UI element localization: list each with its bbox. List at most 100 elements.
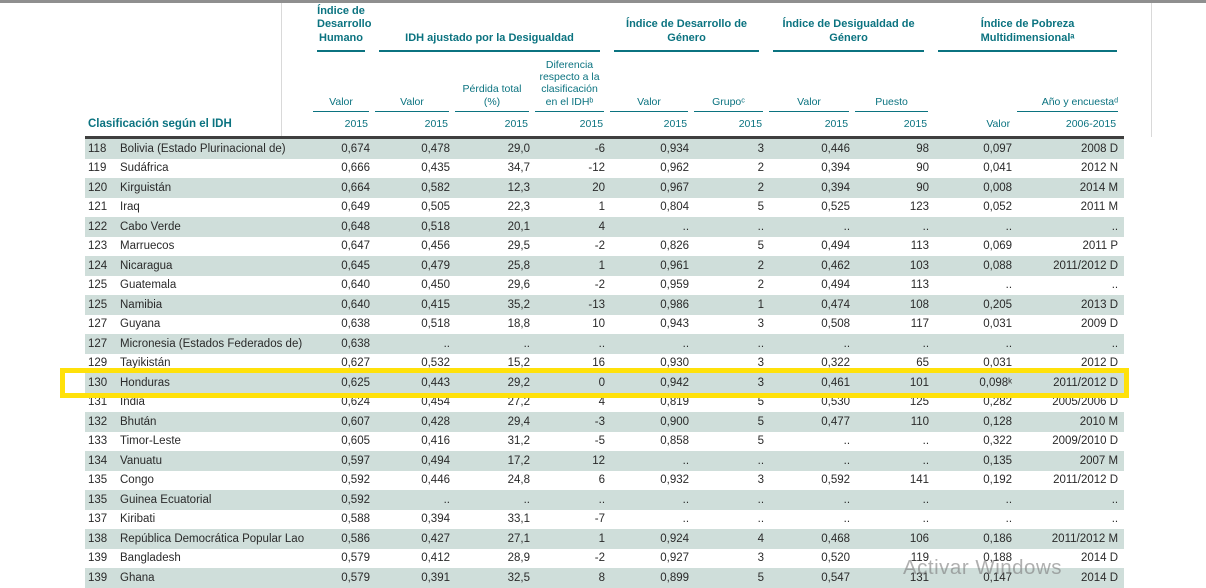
value-cell: .. — [1111, 513, 1119, 526]
value-cell: -12 — [588, 162, 606, 175]
value-cell: 0,412 — [421, 552, 450, 565]
value-cell: .. — [843, 513, 851, 526]
value-cell: 113 — [910, 240, 930, 253]
value-cell: .. — [766, 217, 853, 237]
value-cell: 4 — [691, 529, 767, 549]
value-cell: .. — [682, 513, 690, 526]
table-row: 133 Timor-Leste 0,605 0,416 31,2 -5 0,858 5....… — [85, 432, 1124, 452]
table-body: 118 Bolivia (Estado Plurinacional de) 0,67… — [85, 137, 1125, 588]
value-cell: 0,962 — [660, 162, 690, 175]
country-cell: Vanuatu — [111, 451, 310, 471]
year-row: Clasificación según el IDH 2015 2015 201… — [85, 112, 1124, 138]
value-cell: 18,8 — [507, 318, 530, 331]
value-cell: 98 — [852, 137, 932, 159]
value-cell: 2010 M — [1014, 412, 1125, 432]
value-cell: 2012 N — [1080, 162, 1119, 175]
hdi-table: Índice de Desarrollo Humano IDH ajustado… — [85, 0, 1125, 588]
value-cell: 0,986 — [607, 295, 692, 315]
value-cell: 2 — [757, 279, 765, 292]
value-cell: 5 — [691, 412, 767, 432]
value-cell: 0,943 — [660, 318, 690, 331]
value-cell: 29,5 — [507, 240, 530, 253]
value-cell: 2012 D — [1080, 357, 1119, 370]
value-cell: -7 — [594, 513, 606, 526]
rank-cell: 124 — [85, 256, 111, 276]
value-cell: 0,461 — [766, 373, 853, 393]
rank-cell: 127 — [88, 318, 108, 331]
column-label: Puesto — [855, 96, 929, 112]
year-label: 2015 — [579, 118, 604, 130]
value-cell: 3 — [691, 373, 767, 393]
value-cell: .. — [1014, 217, 1125, 237]
group-ipm: Índice de Pobreza Multidimensionalᵃ — [931, 0, 1124, 52]
table-row: 129 Tayikistán 0,627 0,532 15,2 16 0,930 3 0,322… — [85, 354, 1124, 374]
year-label: 2015 — [903, 118, 928, 130]
value-cell: 0,532 — [421, 357, 450, 370]
rank-cell: 137 — [88, 513, 108, 526]
value-cell: 3 — [757, 552, 765, 565]
value-cell: 2014 D — [1014, 568, 1125, 588]
value-cell: 0,664 — [310, 178, 372, 198]
country-cell: Bhután — [111, 412, 310, 432]
value-cell: 0,520 — [821, 552, 851, 565]
table-row: 131 India 0,624 0,454 27,2 4 0,819 5 0,530 125 0,2… — [85, 393, 1124, 413]
value-cell: 0,605 — [341, 435, 370, 448]
value-cell: 2 — [757, 162, 765, 175]
value-cell: 0,592 — [341, 474, 370, 487]
country-cell: Cabo Verde — [111, 217, 310, 237]
value-cell: 0,649 — [341, 201, 370, 214]
value-cell: 0,041 — [983, 162, 1013, 175]
rank-cell: 131 — [88, 396, 108, 409]
country-cell: Guinea Ecuatorial — [111, 490, 310, 510]
rank-cell: 122 — [85, 217, 111, 237]
column-group-row: Índice de Desarrollo Humano IDH ajustado… — [85, 0, 1124, 52]
value-cell: 0,322 — [821, 357, 851, 370]
value-cell: .. — [766, 334, 853, 354]
value-cell: 1 — [532, 529, 608, 549]
value-cell: .. — [607, 334, 692, 354]
value-cell: 2007 M — [1014, 451, 1125, 471]
value-cell: 0,450 — [421, 279, 450, 292]
value-cell: 90 — [852, 178, 932, 198]
value-cell: 0,088 — [931, 256, 1015, 276]
table-row: 139 Ghana 0,579 0,391 32,5 8 0,899 5 0,547 131 0,1… — [85, 568, 1125, 588]
table-row: 122 Cabo Verde 0,648 0,518 20,1 4............ — [85, 217, 1125, 237]
table-header: Índice de Desarrollo Humano IDH ajustado… — [85, 0, 1125, 138]
value-cell: 0,128 — [931, 412, 1015, 432]
value-cell: 12,3 — [452, 178, 532, 198]
value-cell: 4 — [598, 396, 606, 409]
country-cell: Guyana — [120, 318, 161, 331]
value-cell: 0,205 — [931, 295, 1015, 315]
value-cell: 0,415 — [372, 295, 452, 315]
country-cell: Kirguistán — [111, 178, 310, 198]
value-cell: 0,638 — [310, 334, 372, 354]
value-cell: 0,858 — [660, 435, 690, 448]
value-cell: 24,8 — [507, 474, 530, 487]
value-cell: 2009 D — [1080, 318, 1119, 331]
value-cell: 1 — [532, 256, 608, 276]
value-cell: -3 — [532, 412, 608, 432]
value-cell: 0,932 — [660, 474, 690, 487]
value-cell: 0,579 — [310, 568, 372, 588]
value-cell: 0,186 — [931, 529, 1015, 549]
value-cell: 6 — [598, 474, 606, 487]
value-cell: 0,478 — [372, 137, 452, 159]
rank-cell: 127 — [85, 334, 111, 354]
value-cell: .. — [691, 334, 767, 354]
rank-cell: 125 — [85, 295, 111, 315]
value-cell: .. — [372, 490, 452, 510]
stub-spacer — [85, 52, 310, 112]
value-cell: 0,188 — [983, 552, 1013, 565]
column-label: Valor — [313, 96, 369, 112]
table-row: 127 Guyana 0,638 0,518 18,8 10 0,943 3 0,508 117 0… — [85, 315, 1124, 335]
value-cell: 0,967 — [607, 178, 692, 198]
value-cell: .. — [691, 490, 767, 510]
value-cell: 0,394 — [766, 178, 853, 198]
value-cell: .. — [766, 451, 853, 471]
value-cell: -13 — [532, 295, 608, 315]
column-label: Grupoᶜ — [694, 96, 764, 112]
rank-cell: 138 — [85, 529, 111, 549]
value-cell: 110 — [852, 412, 932, 432]
value-cell: 0,494 — [821, 279, 851, 292]
value-cell: .. — [452, 490, 532, 510]
